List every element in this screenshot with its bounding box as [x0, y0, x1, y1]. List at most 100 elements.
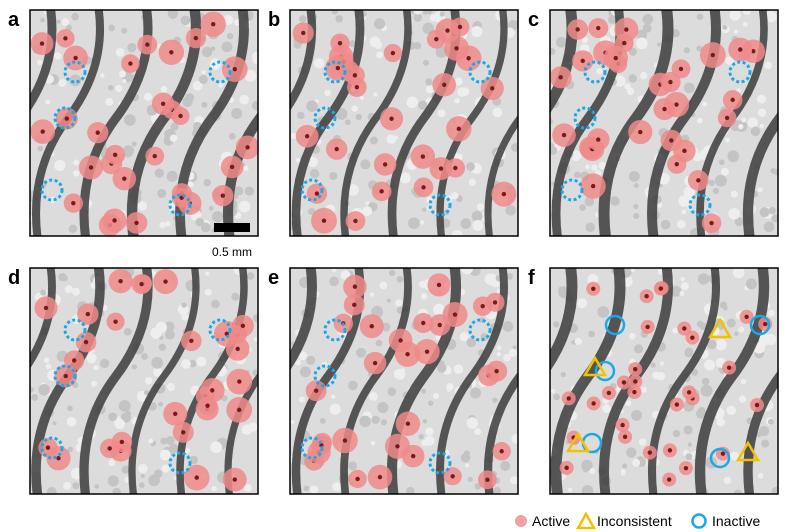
texture: [757, 186, 763, 193]
texture: [587, 273, 599, 285]
texture: [226, 32, 234, 40]
texture: [671, 29, 680, 38]
texture: [550, 146, 558, 155]
texture: [722, 24, 728, 30]
cell-core: [369, 324, 374, 329]
texture: [159, 221, 166, 229]
texture: [598, 161, 606, 170]
cell-core: [499, 449, 504, 454]
cell-core: [377, 474, 383, 480]
texture: [125, 410, 132, 417]
texture: [297, 111, 305, 120]
cell-core: [647, 450, 653, 455]
texture: [152, 367, 163, 377]
texture: [574, 337, 582, 346]
texture: [723, 476, 732, 485]
texture: [729, 10, 741, 21]
legend-inactive-icon: [691, 513, 707, 529]
texture: [121, 27, 128, 34]
texture: [359, 95, 364, 101]
texture: [685, 453, 693, 461]
texture: [108, 24, 115, 32]
texture: [626, 87, 635, 96]
cell-core: [690, 335, 695, 340]
texture: [201, 101, 208, 108]
texture: [170, 122, 179, 131]
panel-letter: e: [268, 267, 279, 289]
cell-core: [145, 42, 150, 47]
texture: [119, 70, 126, 78]
texture: [58, 272, 67, 282]
panel-border: [29, 9, 259, 237]
texture: [160, 437, 168, 445]
cell-core: [193, 35, 199, 41]
cell-core: [236, 407, 242, 413]
texture: [181, 302, 187, 308]
cell-core: [245, 145, 250, 150]
texture: [335, 15, 343, 23]
cell-core: [454, 46, 459, 51]
panel-border: [289, 9, 519, 237]
panel-image: [290, 268, 518, 494]
cell-core: [710, 52, 716, 58]
texture: [355, 113, 362, 121]
texture: [67, 446, 74, 453]
texture: [510, 143, 518, 152]
texture: [678, 195, 691, 207]
texture: [241, 424, 253, 435]
texture: [508, 348, 518, 358]
texture: [704, 359, 716, 371]
texture: [379, 281, 388, 290]
cell-core: [490, 86, 495, 91]
texture: [560, 371, 566, 378]
cell-core: [335, 65, 341, 71]
texture: [165, 435, 175, 445]
inactive-cell: [63, 60, 87, 84]
cell-core: [566, 396, 571, 401]
texture: [418, 433, 424, 440]
cell-core: [420, 154, 426, 159]
texture: [122, 145, 135, 157]
cell-core: [379, 189, 384, 194]
texture: [131, 364, 137, 370]
texture: [765, 333, 777, 345]
texture: [351, 105, 358, 112]
texture: [324, 89, 332, 97]
texture: [61, 18, 70, 26]
texture: [683, 47, 690, 54]
texture: [107, 85, 114, 91]
texture: [413, 13, 423, 22]
texture: [756, 431, 762, 438]
cell-core: [485, 477, 490, 483]
texture: [696, 117, 703, 124]
texture: [712, 187, 720, 195]
texture: [38, 383, 50, 396]
texture: [244, 484, 252, 492]
cell-core: [436, 282, 442, 288]
texture: [500, 460, 511, 471]
texture: [253, 337, 258, 342]
texture: [761, 439, 770, 448]
texture: [252, 423, 258, 431]
cell-core: [405, 351, 410, 357]
inactive-cell: [573, 106, 597, 130]
texture: [492, 107, 503, 118]
texture: [758, 108, 767, 117]
inactive-cell: [709, 447, 731, 469]
cell-core: [434, 36, 439, 42]
texture: [570, 150, 582, 162]
texture: [306, 100, 318, 112]
texture: [376, 51, 384, 59]
texture: [576, 298, 588, 309]
texture: [380, 419, 387, 426]
cell-core: [492, 300, 498, 305]
stripe: [79, 268, 153, 494]
cell-core: [173, 411, 178, 417]
texture: [679, 290, 685, 296]
texture: [672, 327, 679, 334]
cell-core: [63, 373, 68, 379]
panels: [29, 9, 779, 495]
texture: [700, 386, 709, 395]
cell-core: [424, 349, 430, 354]
cell-core: [232, 477, 237, 482]
